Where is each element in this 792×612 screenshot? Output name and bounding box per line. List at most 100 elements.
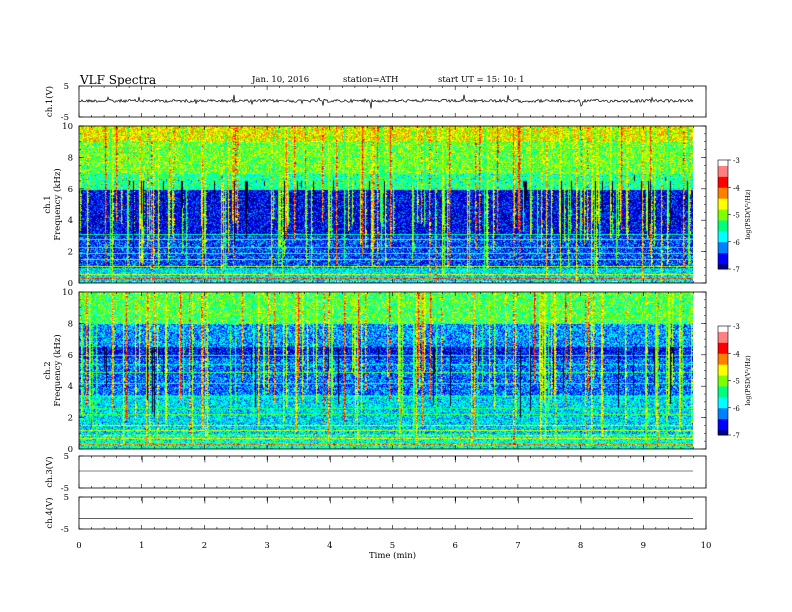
colorbar-swatch — [718, 207, 728, 210]
colorbar-swatch — [718, 172, 728, 176]
colorbar-swatch — [718, 201, 728, 205]
y-axis-label: Frequency (kHz) — [52, 334, 63, 406]
x-tick-label: 0 — [76, 541, 81, 551]
colorbar-tick-label: -6 — [733, 239, 740, 247]
x-tick-label: 9 — [641, 541, 646, 551]
colorbar-swatch — [718, 239, 728, 243]
colorbar-swatch — [718, 355, 728, 358]
colorbar-swatch — [718, 327, 728, 331]
colorbar-swatch — [718, 198, 728, 201]
y-tick-label: -5 — [61, 484, 69, 494]
y-tick-label: 0 — [68, 445, 73, 455]
y-tick-label: 10 — [62, 122, 73, 132]
colorbar-swatch — [718, 178, 728, 181]
colorbar-swatch — [718, 227, 728, 230]
colorbar-swatch — [718, 218, 728, 221]
colorbar-label: log(PSD(V²/Hz) — [744, 189, 752, 240]
colorbar-swatch — [718, 362, 728, 365]
colorbar-swatch — [718, 393, 728, 396]
colorbar-swatch — [718, 431, 728, 434]
colorbar-swatch — [718, 422, 728, 425]
colorbar-swatch — [718, 345, 728, 349]
colorbar-swatch — [718, 212, 728, 215]
colorbar-swatch — [718, 247, 728, 250]
colorbar-swatch — [718, 256, 728, 259]
colorbar-swatch — [718, 404, 728, 407]
colorbar-swatch — [718, 258, 728, 261]
colorbar-swatch — [718, 245, 728, 248]
colorbar-swatch — [718, 326, 728, 329]
colorbar-swatch — [718, 203, 728, 206]
colorbar-swatch — [718, 385, 728, 389]
colorbar-swatch — [718, 261, 728, 265]
x-tick-label: 3 — [264, 541, 269, 551]
colorbar-swatch — [718, 380, 728, 383]
colorbar-swatch — [718, 232, 728, 235]
x-tick-label: 1 — [139, 541, 144, 551]
colorbar-swatch — [718, 382, 728, 385]
colorbar-swatch — [718, 353, 728, 356]
y-tick-label: -5 — [61, 113, 69, 123]
colorbar-swatch — [718, 358, 728, 362]
colorbar-swatch — [718, 349, 728, 352]
colorbar-swatch — [718, 192, 728, 196]
colorbar-swatch — [718, 387, 728, 391]
colorbar-swatch — [718, 405, 728, 409]
spectrogram-ch2 — [79, 292, 693, 449]
colorbar-swatch — [718, 402, 728, 405]
y-tick-label: 0 — [68, 279, 73, 289]
colorbar-swatch — [718, 216, 728, 219]
colorbar-tick-label: -5 — [733, 378, 740, 386]
colorbar-tick-label: -5 — [733, 212, 740, 220]
header-start-ut: start UT = 15: 10: 1 — [438, 75, 525, 85]
colorbar-swatch — [718, 221, 728, 225]
colorbar-swatch — [718, 367, 728, 371]
y-tick-label: 2 — [68, 414, 73, 424]
colorbar-swatch — [718, 378, 728, 381]
colorbar-swatch — [718, 409, 728, 412]
colorbar-swatch — [718, 429, 728, 432]
colorbar-swatch — [718, 160, 728, 163]
colorbar-swatch — [718, 169, 728, 172]
colorbar-swatch — [718, 219, 728, 223]
colorbar-swatch — [718, 364, 728, 367]
colorbar-swatch — [718, 241, 728, 245]
colorbar-swatch — [718, 223, 728, 226]
colorbar-swatch — [718, 187, 728, 190]
colorbar-swatch — [718, 229, 728, 232]
x-tick-label: 10 — [701, 541, 712, 551]
colorbar-swatch — [718, 369, 728, 372]
y-tick-label: 6 — [68, 351, 73, 361]
panel-frame-3 — [78, 455, 707, 489]
colorbar-tick-label: -3 — [733, 323, 740, 331]
colorbar-swatch — [718, 259, 728, 263]
y-tick-label: 6 — [68, 185, 73, 195]
colorbar-swatch — [718, 230, 728, 234]
x-tick-label: 4 — [327, 541, 332, 551]
y-channel-label: ch.1 — [43, 195, 53, 213]
spectrogram-ch1 — [79, 126, 693, 283]
colorbar-swatch — [718, 181, 728, 185]
colorbar-swatch — [718, 174, 728, 177]
colorbar-swatch — [718, 190, 728, 194]
x-tick-label: 6 — [452, 541, 457, 551]
colorbar-swatch — [718, 210, 728, 214]
colorbar-tick-label: -6 — [733, 405, 740, 413]
y-tick-label: 5 — [64, 452, 69, 462]
colorbar-swatch — [718, 185, 728, 188]
colorbar-swatch — [718, 189, 728, 192]
colorbar-swatch — [718, 170, 728, 174]
x-axis-label: Time (min) — [369, 550, 416, 561]
y-tick-label: 8 — [68, 153, 73, 163]
y-tick-label: 8 — [68, 319, 73, 329]
x-tick-label: 2 — [202, 541, 207, 551]
colorbar-swatch — [718, 415, 728, 418]
colorbar-swatch — [718, 340, 728, 343]
y-tick-label: -5 — [61, 525, 69, 535]
colorbar-swatch — [718, 400, 728, 403]
colorbar-swatch — [718, 250, 728, 254]
x-tick-label: 7 — [515, 541, 520, 551]
colorbar-swatch — [718, 347, 728, 351]
colorbar-swatch — [718, 238, 728, 241]
